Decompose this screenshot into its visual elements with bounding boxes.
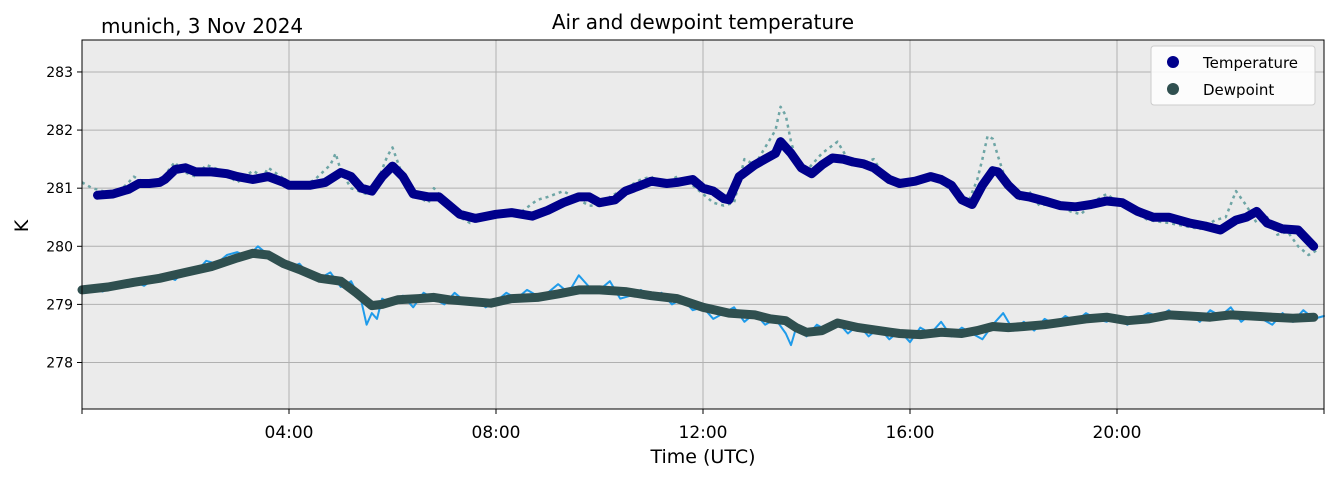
legend: Temperature Dewpoint: [1150, 45, 1316, 106]
data-layer: [77, 105, 1325, 347]
y-tick-label: 280: [46, 239, 73, 255]
legend-box: [1150, 45, 1316, 106]
x-tick-label: 20:00: [1093, 423, 1142, 443]
x-tick-label: 12:00: [679, 423, 728, 443]
x-tick-label: 04:00: [265, 423, 314, 443]
x-tick-label: 08:00: [472, 423, 521, 443]
chart-title: Air and dewpoint temperature: [552, 10, 854, 34]
chart-subtitle: munich, 3 Nov 2024: [101, 14, 303, 38]
legend-label-dewpoint: Dewpoint: [1203, 81, 1274, 99]
x-axis-label: Time (UTC): [649, 446, 755, 468]
y-tick-label: 281: [46, 181, 73, 197]
legend-marker-temperature: [1167, 56, 1179, 68]
legend-marker-dewpoint: [1167, 83, 1179, 95]
series-line-dewpoint: [77, 248, 1319, 340]
y-tick-label: 282: [46, 123, 73, 139]
series-line-temperature: [93, 137, 1319, 251]
y-tick-label: 279: [46, 297, 73, 313]
axes: 04:00 08:00 12:00 16:00 20:00 278 279 280 281 282…: [46, 65, 1325, 443]
y-axis-label: K: [11, 219, 33, 232]
x-tick-label: 16:00: [886, 423, 935, 443]
y-tick-label: 283: [46, 65, 73, 81]
y-tick-label: 278: [46, 356, 73, 372]
legend-label-temperature: Temperature: [1202, 54, 1298, 72]
